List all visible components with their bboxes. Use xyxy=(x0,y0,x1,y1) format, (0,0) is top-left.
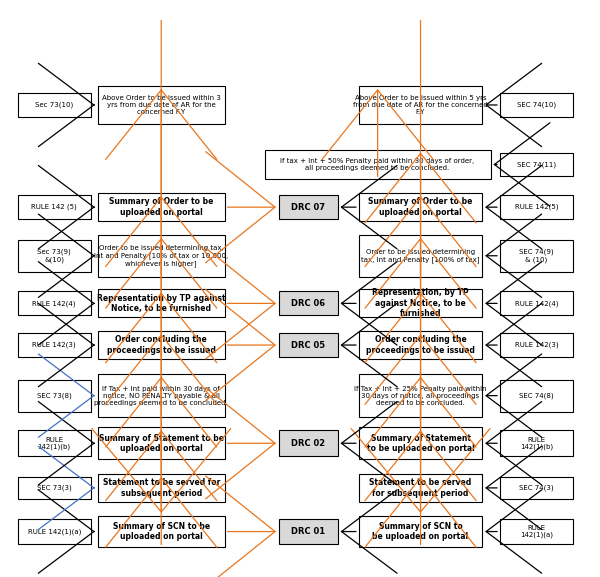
FancyBboxPatch shape xyxy=(18,519,91,545)
Text: DRC 05: DRC 05 xyxy=(291,340,325,350)
FancyBboxPatch shape xyxy=(279,195,338,219)
Text: Order to be issued determining
tax, Int and Penalty [100% of tax]: Order to be issued determining tax, Int … xyxy=(361,249,480,263)
FancyBboxPatch shape xyxy=(500,93,573,117)
FancyBboxPatch shape xyxy=(359,474,482,502)
FancyBboxPatch shape xyxy=(500,291,573,315)
Text: RULE
142(1)(b): RULE 142(1)(b) xyxy=(38,437,71,450)
FancyBboxPatch shape xyxy=(500,333,573,357)
Text: DRC 01: DRC 01 xyxy=(291,527,325,536)
Text: RULE
142(1)(a): RULE 142(1)(a) xyxy=(520,525,553,538)
Text: SEC 73(8): SEC 73(8) xyxy=(37,392,71,399)
FancyBboxPatch shape xyxy=(18,93,91,117)
FancyBboxPatch shape xyxy=(18,291,91,315)
FancyBboxPatch shape xyxy=(18,430,91,456)
Text: Sec 73(9)
&(10): Sec 73(9) &(10) xyxy=(37,249,71,263)
FancyBboxPatch shape xyxy=(98,86,225,124)
FancyBboxPatch shape xyxy=(279,430,338,456)
Text: Summary of Statement
to be uploaded on portal: Summary of Statement to be uploaded on p… xyxy=(367,433,475,453)
Text: Order concluding the
proceedings to be issued: Order concluding the proceedings to be i… xyxy=(107,335,215,355)
FancyBboxPatch shape xyxy=(18,195,91,219)
Text: Summary of Statement to be
uploaded on portal: Summary of Statement to be uploaded on p… xyxy=(99,433,224,453)
FancyBboxPatch shape xyxy=(18,477,91,499)
FancyBboxPatch shape xyxy=(98,516,225,548)
FancyBboxPatch shape xyxy=(500,477,573,499)
FancyBboxPatch shape xyxy=(359,428,482,459)
FancyBboxPatch shape xyxy=(359,374,482,418)
FancyBboxPatch shape xyxy=(279,291,338,315)
FancyBboxPatch shape xyxy=(500,195,573,219)
FancyBboxPatch shape xyxy=(359,290,482,317)
FancyBboxPatch shape xyxy=(98,235,225,276)
FancyBboxPatch shape xyxy=(500,519,573,545)
Text: RULE 142(3): RULE 142(3) xyxy=(32,342,76,349)
Text: Statement to be served for
subsequent period: Statement to be served for subsequent pe… xyxy=(103,478,220,497)
Text: If Tax + Int + 25% Penalty paid within
30 days of notice, all proceedings
deemed: If Tax + Int + 25% Penalty paid within 3… xyxy=(354,385,487,406)
Text: RULE 142(3): RULE 142(3) xyxy=(515,342,558,349)
FancyBboxPatch shape xyxy=(359,193,482,221)
FancyBboxPatch shape xyxy=(18,380,91,411)
Text: If tax + Int + 50% Penalty paid within 30 days of order,
all proceedings deemed : If tax + Int + 50% Penalty paid within 3… xyxy=(280,158,475,171)
Text: SEC 74(10): SEC 74(10) xyxy=(517,102,556,108)
FancyBboxPatch shape xyxy=(98,290,225,317)
Text: Representation by TP against
Notice, to be furnished: Representation by TP against Notice, to … xyxy=(97,294,226,313)
FancyBboxPatch shape xyxy=(98,374,225,418)
FancyBboxPatch shape xyxy=(359,331,482,359)
Text: Summary of Order to be
uploaded on portal: Summary of Order to be uploaded on porta… xyxy=(368,197,473,217)
Text: Order to be issued determining tax,
Int and Penalty [10% of tax or 10,000,
which: Order to be issued determining tax, Int … xyxy=(94,245,229,267)
FancyBboxPatch shape xyxy=(359,516,482,548)
FancyBboxPatch shape xyxy=(98,474,225,502)
FancyBboxPatch shape xyxy=(359,235,482,276)
Text: DRC 02: DRC 02 xyxy=(291,439,325,448)
FancyBboxPatch shape xyxy=(265,149,491,179)
Text: SEC 73(3): SEC 73(3) xyxy=(37,485,71,491)
FancyBboxPatch shape xyxy=(359,86,482,124)
Text: Sec 73(10): Sec 73(10) xyxy=(35,102,73,108)
FancyBboxPatch shape xyxy=(98,331,225,359)
FancyBboxPatch shape xyxy=(500,430,573,456)
Text: Above Order to be issued within 3
yrs from due date of AR for the
concerned F.Y: Above Order to be issued within 3 yrs fr… xyxy=(102,95,221,115)
Text: Statement to be served
for subsequent period: Statement to be served for subsequent pe… xyxy=(370,478,472,497)
Text: RULE
142(1)(b): RULE 142(1)(b) xyxy=(520,437,553,450)
Text: Summary of SCN to
be uploaded on portal: Summary of SCN to be uploaded on portal xyxy=(373,522,469,541)
FancyBboxPatch shape xyxy=(98,428,225,459)
Text: Representation, by TP
against Notice, to be
furnished: Representation, by TP against Notice, to… xyxy=(372,288,469,319)
FancyBboxPatch shape xyxy=(18,333,91,357)
Text: Summary of Order to be
uploaded on portal: Summary of Order to be uploaded on porta… xyxy=(109,197,214,217)
Text: DRC 07: DRC 07 xyxy=(291,203,325,212)
Text: If Tax + Int paid within 30 days of
notice, NO PENALTY payable & all
proceedings: If Tax + Int paid within 30 days of noti… xyxy=(94,385,228,406)
Text: DRC 06: DRC 06 xyxy=(291,299,325,308)
Text: SEC 74(8): SEC 74(8) xyxy=(519,392,554,399)
Text: RULE 142(4): RULE 142(4) xyxy=(32,300,76,306)
FancyBboxPatch shape xyxy=(279,333,338,357)
FancyBboxPatch shape xyxy=(500,380,573,411)
FancyBboxPatch shape xyxy=(500,240,573,272)
FancyBboxPatch shape xyxy=(279,519,338,545)
Text: RULE 142(5): RULE 142(5) xyxy=(515,204,558,211)
Text: SEC 74(11): SEC 74(11) xyxy=(517,161,556,168)
Text: Above Order to be issued within 5 yrs
from due date of AR for the concerned
F.Y: Above Order to be issued within 5 yrs fr… xyxy=(353,95,488,115)
Text: Summary of SCN to be
uploaded on portal: Summary of SCN to be uploaded on portal xyxy=(113,522,210,541)
Text: SEC 74(9)
& (10): SEC 74(9) & (10) xyxy=(519,249,554,263)
FancyBboxPatch shape xyxy=(98,193,225,221)
Text: Order concluding the
proceedings to be issued: Order concluding the proceedings to be i… xyxy=(366,335,475,355)
Text: RULE 142 (5): RULE 142 (5) xyxy=(31,204,77,211)
Text: RULE 142(1)(a): RULE 142(1)(a) xyxy=(28,529,81,535)
Text: SEC 74(3): SEC 74(3) xyxy=(519,485,554,491)
Text: RULE 142(4): RULE 142(4) xyxy=(515,300,558,306)
FancyBboxPatch shape xyxy=(500,152,573,177)
FancyBboxPatch shape xyxy=(18,240,91,272)
